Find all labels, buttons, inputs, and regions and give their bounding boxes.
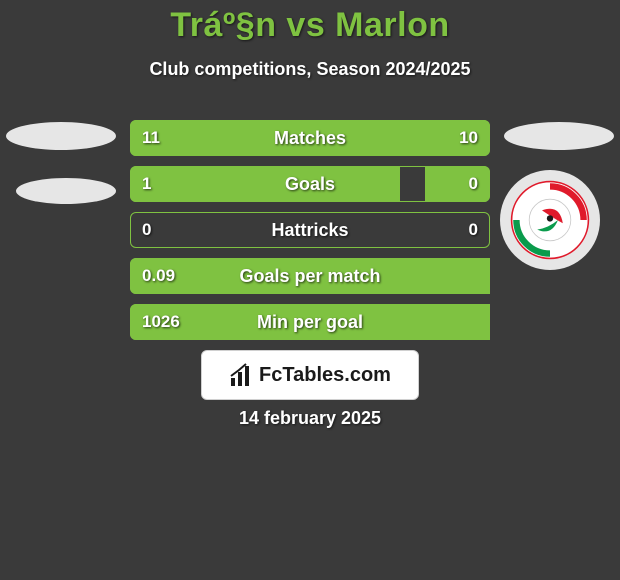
stat-value-left: 1026 xyxy=(142,304,182,340)
stat-label: Goals per match xyxy=(130,258,490,294)
stat-value-right: 0 xyxy=(438,166,478,202)
player1-club-placeholder xyxy=(16,178,116,204)
stat-value-right: 0 xyxy=(438,212,478,248)
stat-value-left: 0 xyxy=(142,212,182,248)
stat-row: Matches11 10 xyxy=(130,120,490,156)
stat-value-left: 0.09 xyxy=(142,258,182,294)
stat-label: Min per goal xyxy=(130,304,490,340)
brand-badge: FcTables.com xyxy=(201,350,419,400)
stat-value-left: 11 xyxy=(142,120,182,156)
stat-row: Goals per match0.09 xyxy=(130,258,490,294)
stat-label: Hattricks xyxy=(130,212,490,248)
stat-value-right xyxy=(438,304,478,340)
stat-label: Goals xyxy=(130,166,490,202)
stat-row: Hattricks0 0 xyxy=(130,212,490,248)
stat-row: Min per goal1026 xyxy=(130,304,490,340)
bar-chart-icon xyxy=(229,362,255,388)
player2-photo-placeholder xyxy=(504,122,614,150)
page-subtitle: Club competitions, Season 2024/2025 xyxy=(0,59,620,80)
page-title: Tráº§n vs Marlon xyxy=(0,0,620,45)
generated-date: 14 february 2025 xyxy=(0,408,620,429)
stats-bars: Matches1110Goals10Hattricks00Goals per m… xyxy=(130,120,490,350)
stat-row: Goals1 0 xyxy=(130,166,490,202)
comparison-infographic: Tráº§n vs Marlon Club competitions, Seas… xyxy=(0,0,620,580)
stat-label: Matches xyxy=(130,120,490,156)
brand-text: FcTables.com xyxy=(259,364,391,387)
stat-value-right xyxy=(438,258,478,294)
club-crest-icon xyxy=(510,180,590,260)
player1-photo-placeholder xyxy=(6,122,116,150)
stat-value-left: 1 xyxy=(142,166,182,202)
stat-value-right: 10 xyxy=(438,120,478,156)
player2-club-logo xyxy=(500,170,600,270)
